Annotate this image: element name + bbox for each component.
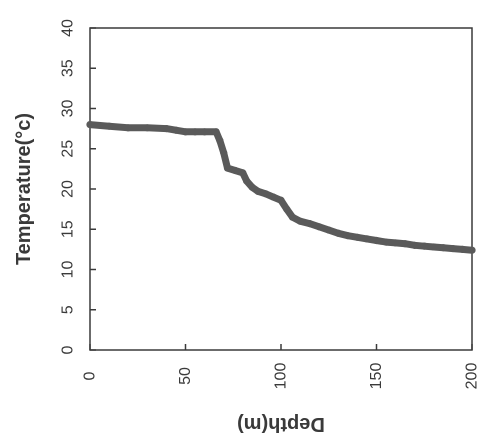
x-axis-title: Depth(m) bbox=[237, 413, 325, 435]
data-point bbox=[283, 205, 291, 213]
data-point bbox=[288, 213, 297, 221]
y-tick-label: 5 bbox=[60, 305, 77, 314]
data-point bbox=[243, 177, 251, 185]
y-tick-label: 0 bbox=[60, 345, 77, 354]
data-point bbox=[181, 128, 190, 136]
data-point bbox=[449, 244, 457, 253]
data-point bbox=[143, 124, 151, 132]
data-point bbox=[363, 235, 371, 243]
data-point bbox=[401, 240, 409, 248]
data-point bbox=[248, 183, 256, 191]
data-point bbox=[172, 126, 180, 134]
data-point bbox=[411, 241, 419, 249]
data-point bbox=[353, 233, 361, 241]
y-tick-label: 15 bbox=[60, 220, 77, 238]
data-point bbox=[231, 166, 239, 175]
series-layer bbox=[86, 121, 476, 254]
data-point bbox=[306, 220, 314, 228]
data-point bbox=[191, 128, 199, 136]
data-point bbox=[296, 217, 304, 225]
data-point bbox=[239, 169, 247, 177]
data-point bbox=[201, 128, 209, 136]
plot-frame bbox=[89, 27, 473, 351]
data-point bbox=[254, 187, 262, 196]
data-point bbox=[223, 164, 232, 172]
y-axis-title: Temperature(°c) bbox=[13, 113, 35, 265]
y-tick-label: 25 bbox=[60, 140, 77, 158]
y-tick-label: 35 bbox=[60, 59, 77, 77]
x-tick-label: 0 bbox=[82, 371, 99, 380]
data-point bbox=[420, 242, 428, 250]
data-point bbox=[105, 122, 113, 130]
data-point bbox=[325, 226, 333, 234]
data-point bbox=[334, 229, 342, 237]
x-tick-label: 150 bbox=[368, 363, 385, 390]
data-point bbox=[372, 236, 381, 245]
data-point bbox=[315, 223, 323, 231]
data-point bbox=[277, 196, 285, 204]
x-tick-label: 100 bbox=[273, 363, 290, 390]
data-point bbox=[344, 232, 352, 240]
data-point bbox=[162, 125, 170, 133]
data-point bbox=[216, 137, 224, 145]
data-point bbox=[124, 124, 132, 132]
data-point bbox=[220, 149, 228, 157]
y-tick-label: 20 bbox=[60, 180, 77, 198]
data-point bbox=[212, 128, 220, 136]
data-point bbox=[262, 190, 270, 198]
y-tick-label: 10 bbox=[60, 261, 77, 279]
data-point bbox=[439, 244, 447, 252]
data-point bbox=[468, 246, 476, 254]
x-tick-label: 200 bbox=[464, 363, 481, 390]
data-point bbox=[382, 238, 390, 246]
series-line bbox=[86, 121, 476, 254]
data-point bbox=[430, 243, 438, 251]
data-point bbox=[269, 193, 277, 201]
data-point bbox=[86, 121, 94, 129]
y-tick-label: 30 bbox=[60, 100, 77, 118]
x-axis-ticks: 0 50 100 150 200 bbox=[82, 344, 481, 389]
x-tick-label: 50 bbox=[177, 367, 194, 385]
data-point bbox=[458, 245, 467, 253]
data-point bbox=[392, 239, 400, 247]
y-tick-label: 40 bbox=[60, 19, 77, 37]
y-axis-ticks: 0 5 10 15 20 25 30 35 40 bbox=[60, 19, 96, 354]
